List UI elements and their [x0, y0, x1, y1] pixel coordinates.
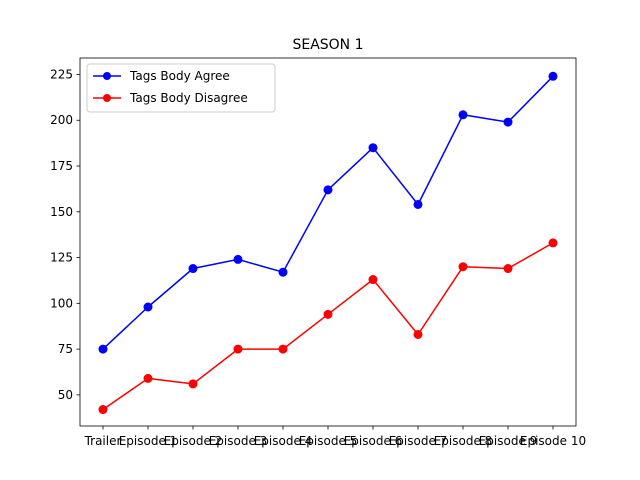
data-point-2-5 — [278, 344, 288, 354]
data-point-1-3 — [188, 264, 198, 274]
y-tick-label-3: 100 — [50, 296, 73, 310]
legend-label-2: Tags Body Disagree — [129, 91, 248, 105]
y-tick-label-6: 175 — [50, 159, 73, 173]
data-point-2-8 — [413, 329, 423, 339]
data-point-2-10 — [503, 264, 513, 274]
y-tick-label-7: 200 — [50, 113, 73, 127]
legend-marker-2 — [103, 94, 111, 102]
x-tick-label-6: Episode 5 — [299, 434, 358, 448]
x-tick-label-7: Episode 6 — [344, 434, 403, 448]
data-point-2-1 — [98, 405, 108, 415]
data-point-2-11 — [548, 238, 558, 248]
x-tick-label-5: Episode 4 — [254, 434, 313, 448]
data-point-2-9 — [458, 262, 468, 272]
data-point-1-8 — [413, 199, 423, 209]
y-tick-label-1: 50 — [58, 388, 73, 402]
data-point-2-6 — [323, 309, 333, 319]
legend-label-1: Tags Body Agree — [129, 69, 230, 83]
data-point-2-4 — [233, 344, 243, 354]
chart-title: SEASON 1 — [292, 37, 363, 53]
x-tick-label-3: Episode 2 — [164, 434, 223, 448]
data-point-1-5 — [278, 267, 288, 277]
x-tick-label-11: Episode 10 — [520, 434, 586, 448]
y-tick-label-5: 150 — [50, 205, 73, 219]
x-tick-label-9: Episode 8 — [434, 434, 493, 448]
data-point-1-9 — [458, 110, 468, 120]
legend-box — [86, 63, 276, 113]
legend-marker-1 — [103, 72, 111, 80]
y-tick-label-4: 125 — [50, 251, 73, 265]
x-tick-label-10: Episode 9 — [479, 434, 538, 448]
data-point-1-11 — [548, 71, 558, 81]
data-point-1-4 — [233, 254, 243, 264]
x-tick-label-8: Episode 7 — [389, 434, 448, 448]
data-point-2-2 — [143, 373, 153, 383]
legend: Tags Body Agree Tags Body Disagree — [86, 63, 276, 113]
data-point-1-7 — [368, 143, 378, 153]
data-point-1-1 — [98, 344, 108, 354]
x-tick-label-4: Episode 3 — [209, 434, 268, 448]
y-tick-label-2: 75 — [58, 342, 73, 356]
x-tick-label-2: Episode 1 — [119, 434, 178, 448]
data-point-2-7 — [368, 275, 378, 285]
x-tick-label-1: Trailer — [84, 434, 122, 448]
data-point-1-10 — [503, 117, 513, 127]
data-point-2-3 — [188, 379, 198, 389]
plot-area — [98, 71, 558, 415]
data-point-1-6 — [323, 185, 333, 195]
data-point-1-2 — [143, 302, 153, 312]
y-tick-label-8: 225 — [50, 67, 73, 81]
